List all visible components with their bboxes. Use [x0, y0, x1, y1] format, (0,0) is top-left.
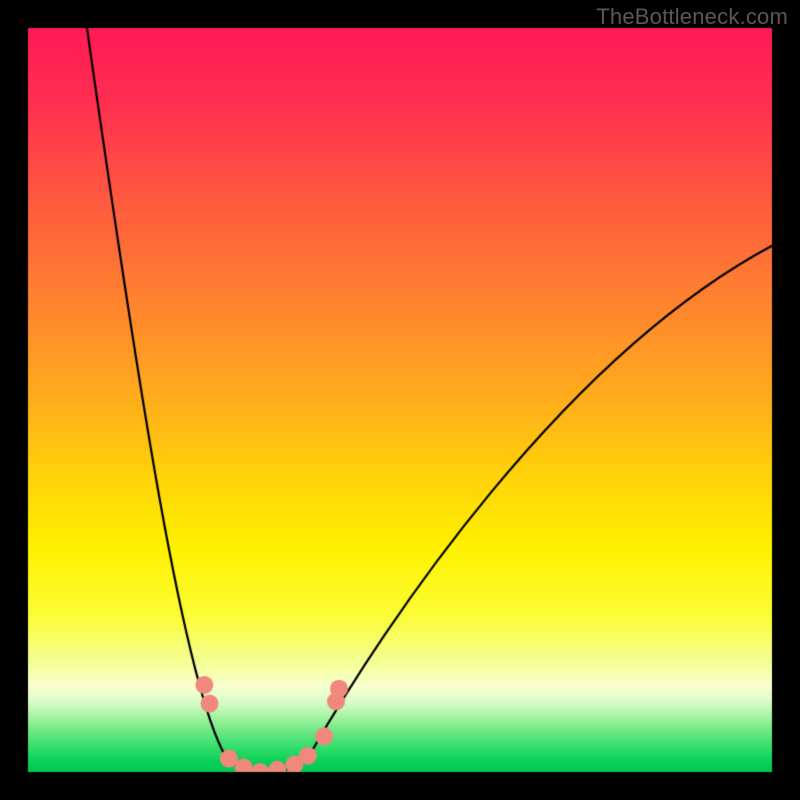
- bottleneck-chart-canvas: [0, 0, 800, 800]
- figure-root: TheBottleneck.com: [0, 0, 800, 800]
